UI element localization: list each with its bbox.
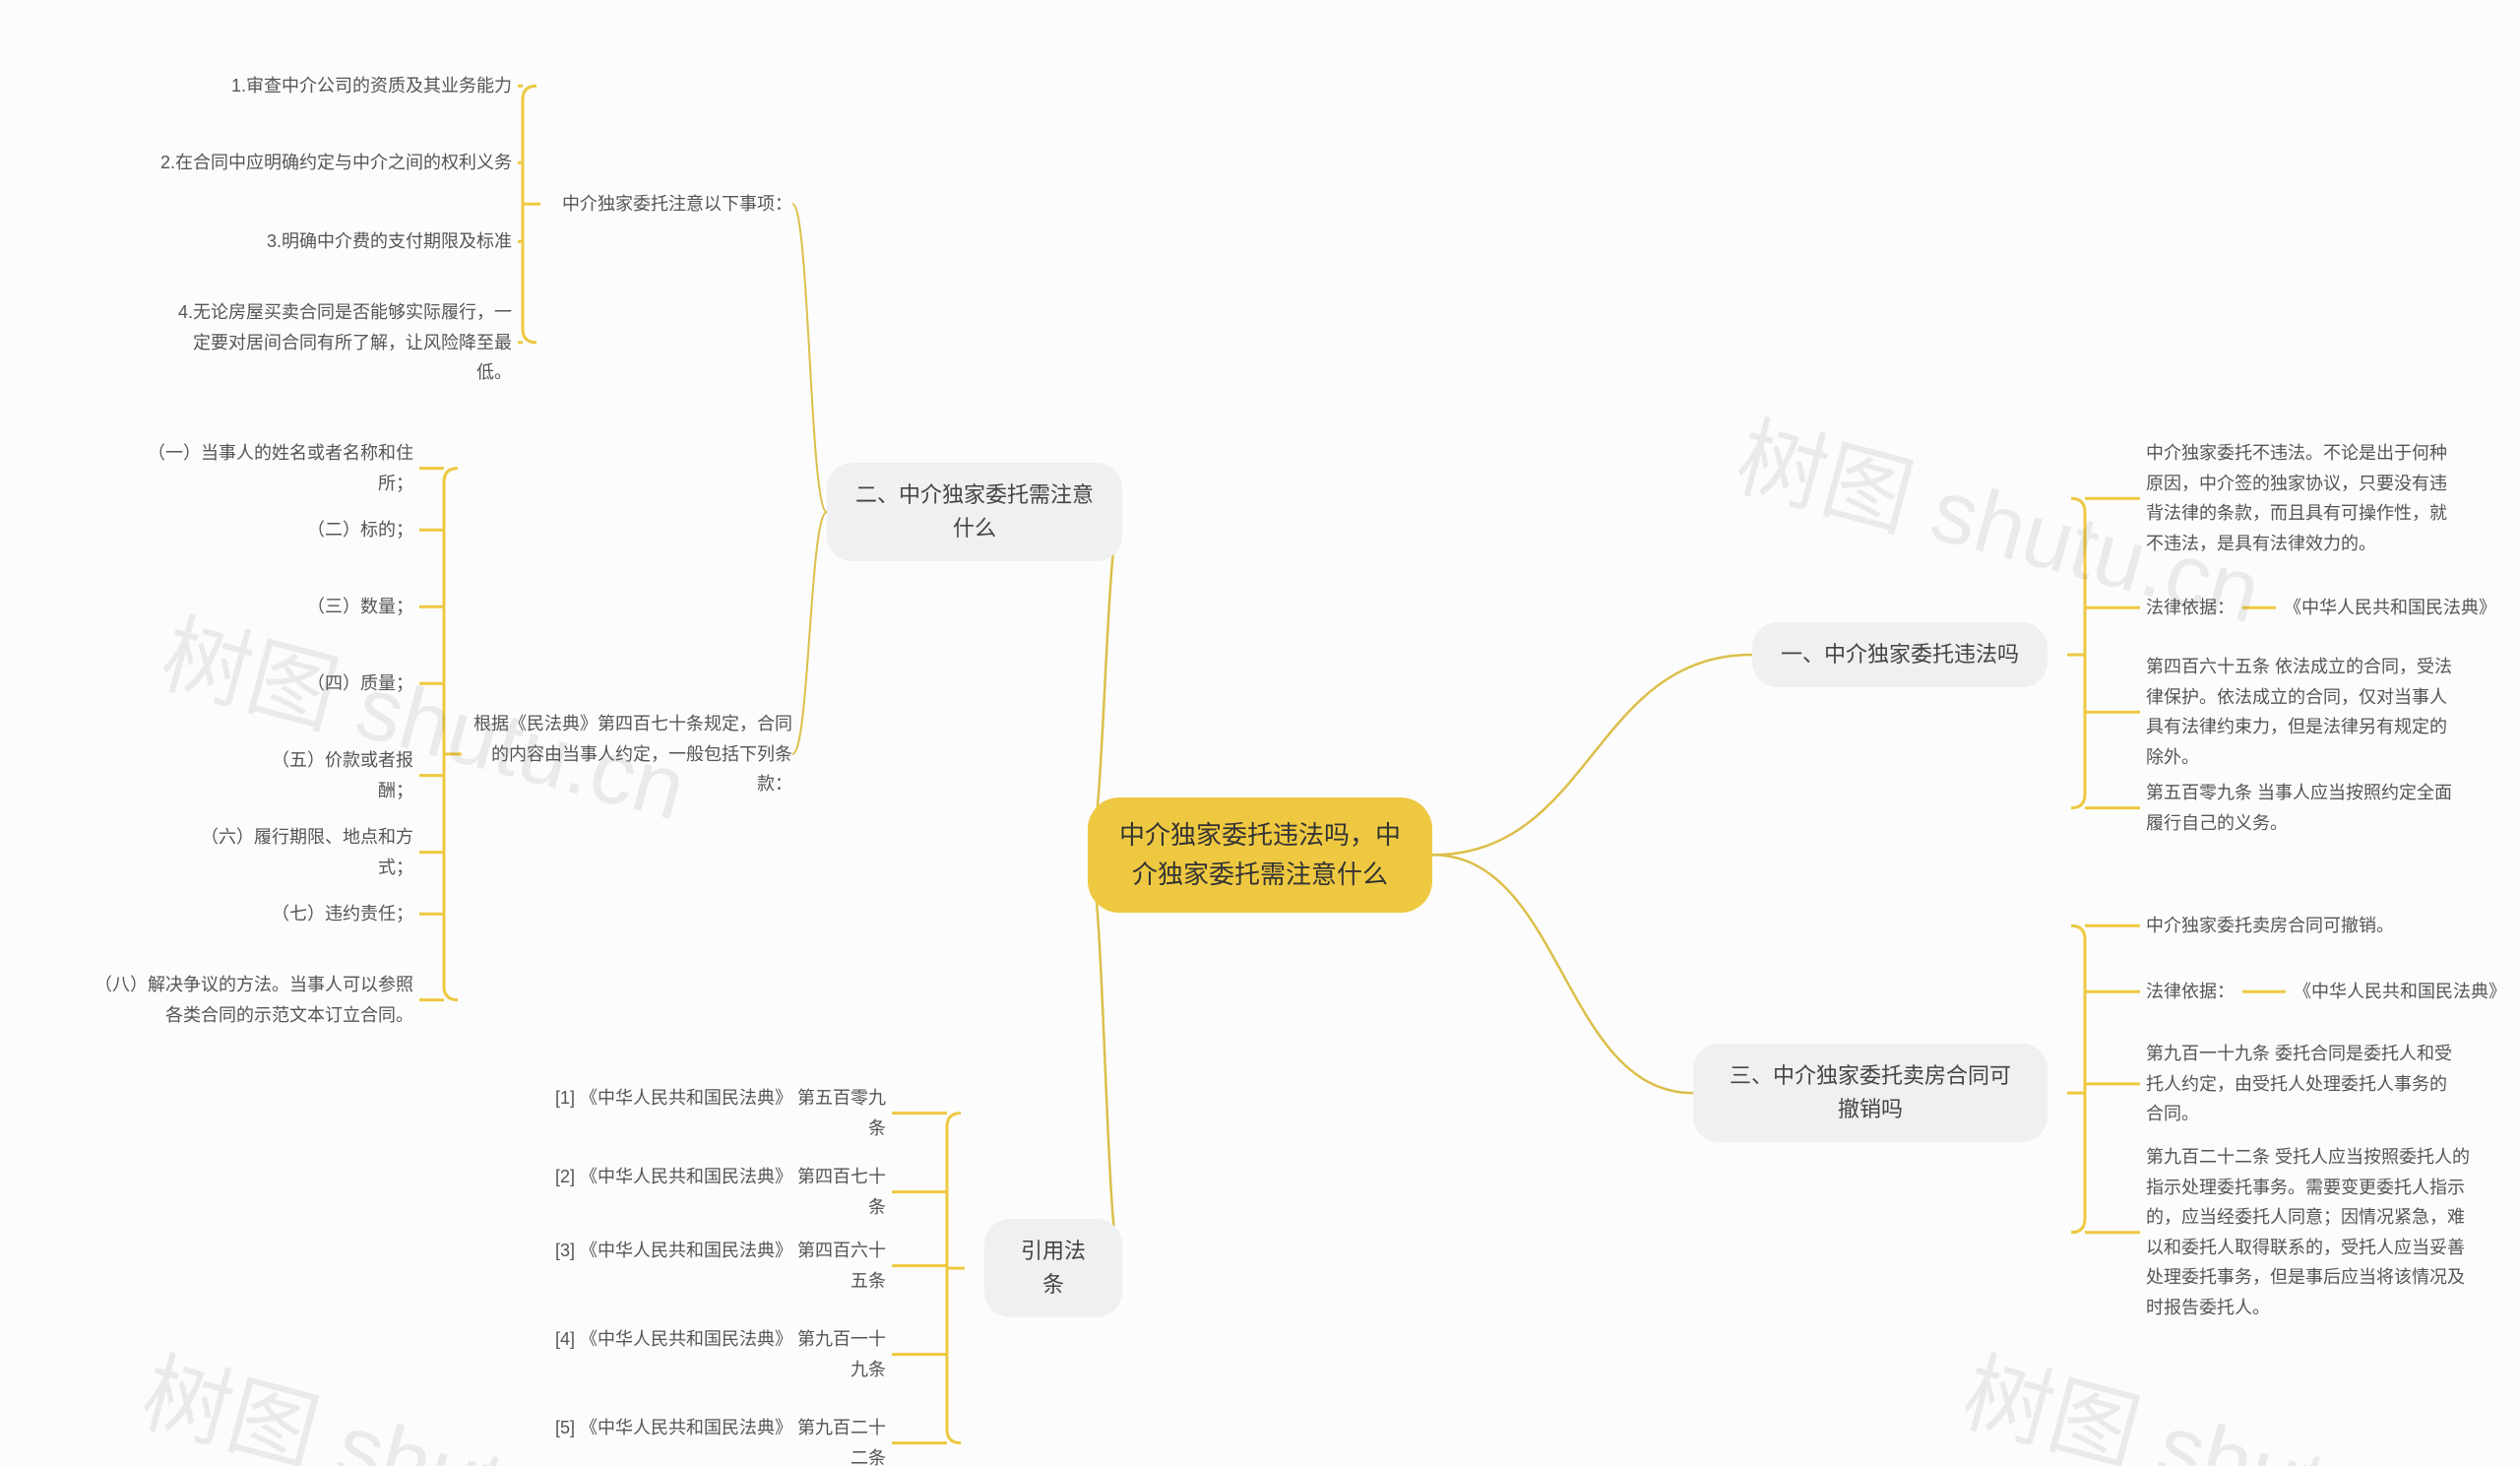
b1-item-2: 第四百六十五条 依法成立的合同，受法律保护。依法成立的合同，仅对当事人具有法律约…: [2146, 652, 2461, 772]
b3-item-3: 第九百二十二条 受托人应当按照委托人的指示处理委托事务。需要变更委托人指示的，应…: [2146, 1142, 2471, 1323]
root-label: 中介独家委托违法吗，中介独家委托需注意什么: [1115, 815, 1405, 895]
root-node: 中介独家委托违法吗，中介独家委托需注意什么: [1088, 797, 1432, 913]
b3-item-2: 第九百一十九条 委托合同是委托人和受托人约定，由受托人处理委托人事务的合同。: [2146, 1039, 2461, 1129]
b4-item-0: [1] 《中华人民共和国民法典》 第五百零九条: [551, 1083, 886, 1143]
b2-g2-item-5: （六）履行期限、地点和方式；: [187, 822, 413, 882]
branch-2: 二、中介独家委托需注意什么: [827, 463, 1122, 561]
b2-g2-item-6: （七）违约责任；: [266, 899, 413, 929]
b3-item-0: 中介独家委托卖房合同可撤销。: [2146, 911, 2461, 941]
branch-1: 一、中介独家委托违法吗: [1752, 622, 2048, 687]
b3-item-1-label: 法律依据：: [2146, 977, 2235, 1007]
b1-item-1-value: 《中华人民共和国民法典》: [2284, 593, 2496, 623]
b4-item-4: [5] 《中华人民共和国民法典》 第九百二十二条: [551, 1413, 886, 1466]
branch-3-label: 三、中介独家委托卖房合同可撤销吗: [1721, 1059, 2020, 1126]
b2-g2-item-4: （五）价款或者报酬；: [256, 745, 413, 805]
b1-item-1-label: 法律依据：: [2146, 593, 2235, 623]
b1-item-0: 中介独家委托不违法。不论是出于何种原因，中介签的独家协议，只要没有违背法律的条款…: [2146, 438, 2461, 558]
b4-item-2: [3] 《中华人民共和国民法典》 第四百六十五条: [551, 1236, 886, 1296]
branch-1-label: 一、中介独家委托违法吗: [1781, 638, 2019, 671]
b2-g2-item-0: （一）当事人的姓名或者名称和住所；: [118, 438, 413, 498]
b1-item-3: 第五百零九条 当事人应当按照约定全面履行自己的义务。: [2146, 778, 2461, 838]
connector-canvas: [0, 0, 2520, 1466]
b2-g1-item-1: 2.在合同中应明确约定与中介之间的权利义务: [158, 148, 512, 178]
branch-4: 引用法条: [984, 1219, 1122, 1317]
b2-g2-item-2: （三）数量；: [305, 592, 413, 622]
b2-group2-header: 根据《民法典》第四百七十条规定，合同的内容由当事人约定，一般包括下列条款：: [468, 709, 792, 799]
b2-g2-item-7: （八）解决争议的方法。当事人可以参照各类合同的示范文本订立合同。: [84, 970, 413, 1030]
b2-g2-item-3: （四）质量；: [305, 669, 413, 699]
branch-2-label: 二、中介独家委托需注意什么: [854, 478, 1095, 545]
b2-g1-item-3: 4.无论房屋买卖合同是否能够实际履行，一定要对居间合同有所了解，让风险降至最低。: [177, 297, 512, 388]
b2-g1-item-0: 1.审查中介公司的资质及其业务能力: [197, 71, 512, 101]
b2-g1-item-2: 3.明确中介费的支付期限及标准: [256, 226, 512, 257]
b4-item-1: [2] 《中华人民共和国民法典》 第四百七十条: [551, 1162, 886, 1222]
b4-item-3: [4] 《中华人民共和国民法典》 第九百一十九条: [551, 1324, 886, 1384]
branch-4-label: 引用法条: [1012, 1235, 1095, 1302]
b2-group1-header: 中介独家委托注意以下事项：: [546, 189, 792, 220]
b3-item-1-value: 《中华人民共和国民法典》: [2294, 977, 2506, 1007]
b2-g2-item-1: （二）标的；: [305, 515, 413, 545]
branch-3: 三、中介独家委托卖房合同可撤销吗: [1693, 1044, 2048, 1142]
